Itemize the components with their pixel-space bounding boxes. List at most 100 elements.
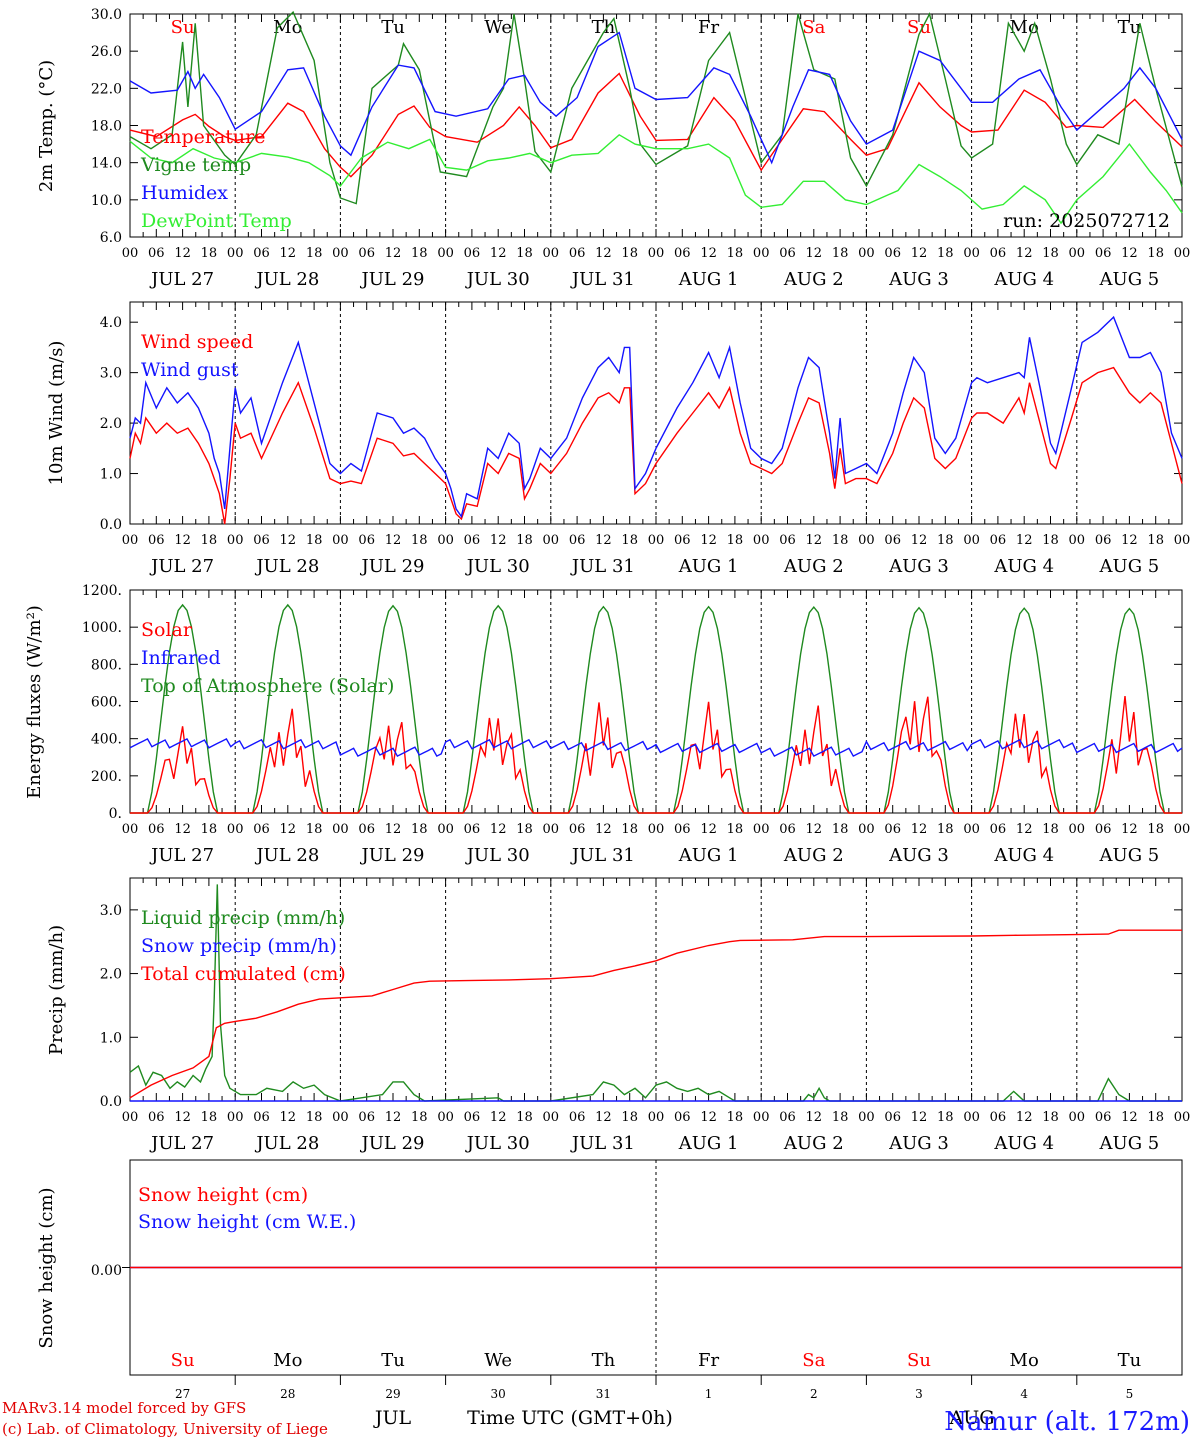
run-label: run: 2025072712 xyxy=(1003,210,1170,232)
y-tick-label: 1.0 xyxy=(100,467,122,483)
hour-tick-label: 18 xyxy=(1147,533,1164,548)
hour-tick-label: 00 xyxy=(437,822,454,837)
hour-tick-label: 00 xyxy=(753,1110,770,1125)
day-of-week-label: Fr xyxy=(698,1350,719,1371)
hour-tick-label: 18 xyxy=(727,533,744,548)
day-number-label: 2 xyxy=(810,1387,818,1401)
y-tick-label: 26.0 xyxy=(91,44,122,60)
hour-tick-label: 06 xyxy=(1095,246,1112,261)
day-of-week-label: Su xyxy=(171,17,195,38)
hour-tick-label: 00 xyxy=(122,533,139,548)
x-axis-label: Time UTC (GMT+0h) xyxy=(467,1407,673,1429)
hour-tick-label: 12 xyxy=(490,822,507,837)
legend-snow-precip: Snow precip (mm/h) xyxy=(141,935,337,957)
hour-tick-label: 12 xyxy=(700,246,717,261)
hour-tick-label: 18 xyxy=(727,822,744,837)
hour-tick-label: 18 xyxy=(411,822,428,837)
hour-tick-label: 06 xyxy=(1095,1110,1112,1125)
energy-panel: 00 06 12 18 JUL 27 00 06 12 18 JUL 28 00 06 12 18 JUL … xyxy=(24,583,1190,866)
hour-tick-label: 12 xyxy=(1121,1110,1138,1125)
hour-tick-label: 18 xyxy=(832,822,849,837)
date-label: JUL 31 xyxy=(570,556,635,577)
hour-tick-label: 18 xyxy=(411,1110,428,1125)
hour-tick-label: 06 xyxy=(358,246,375,261)
hour-tick-label: 00 xyxy=(122,1110,139,1125)
y-tick-label: 14.0 xyxy=(91,156,122,172)
hour-tick-label: 00 xyxy=(543,533,560,548)
energy-y-axis-label: Energy fluxes (W/m²) xyxy=(24,605,45,799)
legend-wind-speed: Wind speed xyxy=(141,331,253,353)
hour-tick-label: 12 xyxy=(911,246,928,261)
day-of-week-label: Mo xyxy=(1010,1350,1039,1371)
hour-tick-label: 12 xyxy=(1121,533,1138,548)
hour-tick-label: 00 xyxy=(332,246,349,261)
hour-tick-label: 12 xyxy=(280,1110,297,1125)
hour-tick-label: 06 xyxy=(674,246,691,261)
day-of-week-label: Su xyxy=(171,1350,195,1371)
liquid-precip-line xyxy=(129,884,1182,1102)
y-tick-label: 4.0 xyxy=(100,315,122,331)
hour-tick-label: 06 xyxy=(990,1110,1007,1125)
y-tick-label: 400. xyxy=(91,732,122,748)
day-number-label: 31 xyxy=(596,1387,611,1401)
hour-tick-label: 00 xyxy=(963,1110,980,1125)
hour-tick-label: 18 xyxy=(306,1110,323,1125)
hour-tick-label: 00 xyxy=(1174,246,1191,261)
legend-toa-solar: Top of Atmosphere (Solar) xyxy=(141,675,394,697)
hour-tick-label: 06 xyxy=(358,1110,375,1125)
hour-tick-label: 12 xyxy=(1121,822,1138,837)
date-label: JUL 27 xyxy=(149,556,214,577)
temperature-plot-frame xyxy=(129,13,1183,238)
hour-tick-label: 12 xyxy=(490,246,507,261)
hour-tick-label: 06 xyxy=(884,246,901,261)
date-label: JUL 29 xyxy=(360,269,425,290)
hour-tick-label: 18 xyxy=(937,533,954,548)
hour-tick-label: 06 xyxy=(990,533,1007,548)
hour-tick-label: 12 xyxy=(1016,246,1033,261)
date-label: AUG 2 xyxy=(783,556,844,577)
date-label: JUL 29 xyxy=(360,1133,425,1154)
hour-tick-label: 00 xyxy=(858,533,875,548)
hour-tick-label: 12 xyxy=(174,246,191,261)
hour-tick-label: 06 xyxy=(779,533,796,548)
temperature-line xyxy=(129,72,1183,178)
hour-tick-label: 00 xyxy=(437,1110,454,1125)
y-tick-label: 3.0 xyxy=(100,366,122,382)
hour-tick-label: 12 xyxy=(280,822,297,837)
hour-tick-label: 12 xyxy=(595,1110,612,1125)
hour-tick-label: 18 xyxy=(201,1110,218,1125)
hour-tick-label: 18 xyxy=(1042,533,1059,548)
hour-tick-label: 12 xyxy=(174,1110,191,1125)
snow-y-axis-label: Snow height (cm) xyxy=(36,1187,57,1348)
y-tick-label: 0.0 xyxy=(100,517,122,533)
hour-tick-label: 12 xyxy=(911,1110,928,1125)
hour-tick-label: 18 xyxy=(306,822,323,837)
hour-tick-label: 18 xyxy=(937,822,954,837)
hour-tick-label: 00 xyxy=(753,533,770,548)
hour-tick-label: 00 xyxy=(543,246,560,261)
date-label: AUG 4 xyxy=(993,845,1054,866)
hour-tick-label: 18 xyxy=(306,246,323,261)
y-tick-label: 2.0 xyxy=(100,967,122,983)
date-label: AUG 4 xyxy=(993,269,1054,290)
hour-tick-label: 00 xyxy=(227,822,244,837)
y-tick-label: 600. xyxy=(91,695,122,711)
hour-tick-label: 06 xyxy=(569,1110,586,1125)
day-number-label: 5 xyxy=(1126,1387,1134,1401)
hour-tick-label: 00 xyxy=(122,822,139,837)
lab-credit: (c) Lab. of Climatology, University of L… xyxy=(2,1420,328,1438)
hour-tick-label: 18 xyxy=(621,1110,638,1125)
legend-humidex: Humidex xyxy=(141,182,228,204)
y-tick-label: 1.0 xyxy=(100,1030,122,1046)
date-label: JUL 30 xyxy=(465,556,530,577)
legend-snow-height: Snow height (cm) xyxy=(138,1184,308,1206)
temperature-y-axis-label: 2m Temp. (°C) xyxy=(36,60,57,192)
hour-tick-label: 18 xyxy=(306,533,323,548)
hour-tick-label: 12 xyxy=(806,533,823,548)
hour-tick-label: 00 xyxy=(1174,533,1191,548)
solar-line xyxy=(130,696,1182,814)
y-tick-label: 10.0 xyxy=(91,193,122,209)
hour-tick-label: 12 xyxy=(174,533,191,548)
hour-tick-label: 12 xyxy=(700,822,717,837)
date-label: JUL 30 xyxy=(465,1133,530,1154)
